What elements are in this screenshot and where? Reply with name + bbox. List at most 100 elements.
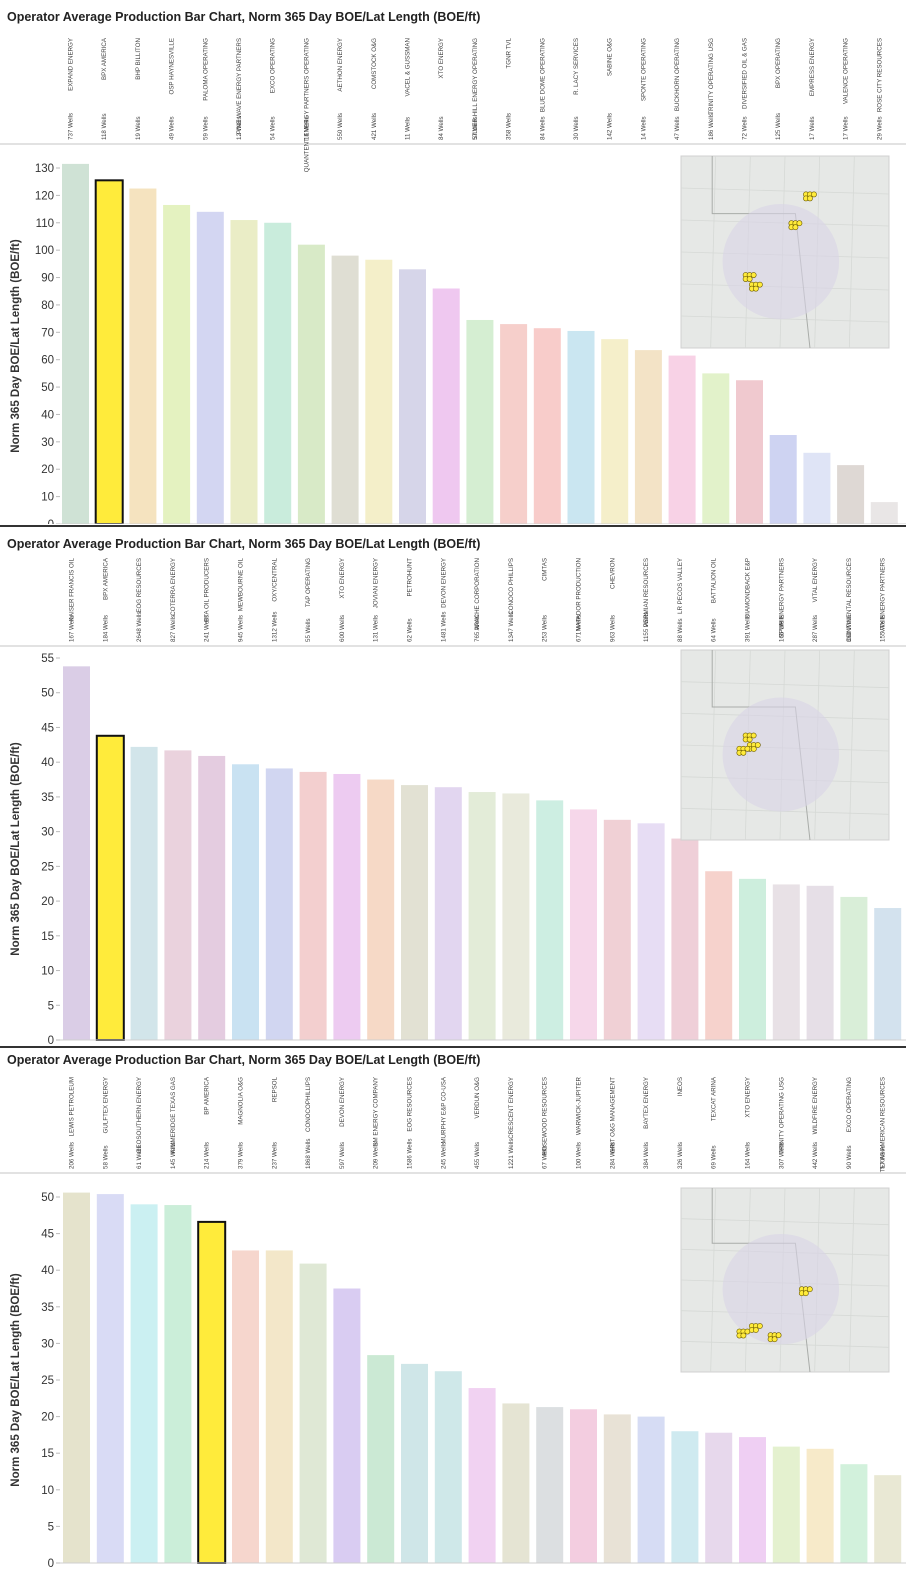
- bar[interactable]: [772, 884, 800, 1040]
- bar[interactable]: [367, 1355, 395, 1563]
- bar[interactable]: [637, 823, 665, 1040]
- bar[interactable]: [601, 339, 629, 524]
- y-tick-label: 5: [48, 1000, 54, 1012]
- bar[interactable]: [702, 373, 730, 524]
- bar[interactable]: [198, 755, 226, 1040]
- bar[interactable]: [870, 502, 898, 524]
- y-tick-label: 0: [48, 1035, 54, 1046]
- bar-highlighted[interactable]: [95, 734, 125, 1041]
- bar[interactable]: [299, 771, 327, 1040]
- bar[interactable]: [500, 324, 528, 524]
- y-tick-label: 10: [41, 1485, 54, 1497]
- bar[interactable]: [502, 1403, 530, 1563]
- operator-label: MAGNOLIA O&G: [238, 1077, 245, 1125]
- bar[interactable]: [299, 1263, 327, 1563]
- operator-label: EXCO OPERATING: [270, 38, 277, 93]
- bar[interactable]: [634, 350, 662, 524]
- bar[interactable]: [434, 787, 462, 1040]
- bar[interactable]: [399, 269, 426, 524]
- bar[interactable]: [96, 1194, 124, 1563]
- bar[interactable]: [705, 1432, 733, 1563]
- map-inset[interactable]: [680, 649, 890, 841]
- operator-label: GULFTEX ENERGY: [102, 1077, 109, 1133]
- bar[interactable]: [772, 1446, 800, 1563]
- bar[interactable]: [163, 204, 191, 524]
- bar[interactable]: [232, 1250, 259, 1563]
- bar[interactable]: [432, 288, 460, 524]
- map-inset[interactable]: [680, 155, 890, 349]
- bar[interactable]: [164, 750, 192, 1040]
- bar[interactable]: [736, 380, 763, 524]
- bar[interactable]: [739, 878, 766, 1040]
- bar[interactable]: [671, 1431, 699, 1563]
- operator-label: BPX OPERATING: [775, 38, 782, 88]
- bar[interactable]: [129, 188, 157, 524]
- bar[interactable]: [840, 1464, 868, 1563]
- bar[interactable]: [739, 1437, 766, 1563]
- map-well-marker: [806, 1286, 813, 1293]
- map-well-marker: [750, 732, 757, 739]
- bar[interactable]: [874, 908, 902, 1040]
- bar[interactable]: [536, 1407, 564, 1563]
- bar[interactable]: [333, 773, 361, 1040]
- bar[interactable]: [265, 768, 293, 1040]
- bar[interactable]: [769, 435, 797, 524]
- bar[interactable]: [671, 838, 699, 1040]
- bar[interactable]: [668, 355, 696, 524]
- bar[interactable]: [502, 793, 530, 1040]
- bar[interactable]: [466, 319, 494, 524]
- well-count-label: 1868 Wells: [305, 1139, 312, 1170]
- map-gridline: [680, 1218, 890, 1226]
- bar[interactable]: [62, 163, 89, 524]
- bar[interactable]: [331, 255, 359, 524]
- bar[interactable]: [130, 746, 158, 1040]
- bar[interactable]: [637, 1416, 665, 1563]
- operator-label: EOG RESOURCES: [407, 1077, 414, 1132]
- well-count-label: 69 Wells: [711, 1145, 718, 1169]
- bar[interactable]: [367, 779, 395, 1040]
- bar[interactable]: [401, 785, 428, 1040]
- bar[interactable]: [705, 871, 733, 1040]
- bar[interactable]: [63, 666, 90, 1040]
- bar[interactable]: [837, 465, 865, 524]
- bar-highlighted[interactable]: [197, 1220, 227, 1564]
- bar[interactable]: [232, 764, 259, 1040]
- map-inset[interactable]: [680, 1187, 890, 1373]
- bar[interactable]: [196, 211, 224, 524]
- well-count-label: 125 Wells: [775, 113, 782, 140]
- map-well-marker: [756, 281, 763, 288]
- bar[interactable]: [264, 222, 292, 524]
- map-gridline: [848, 155, 855, 349]
- bar[interactable]: [806, 885, 834, 1040]
- bar[interactable]: [164, 1205, 192, 1563]
- bar[interactable]: [603, 1414, 631, 1563]
- bar[interactable]: [840, 896, 868, 1040]
- bar[interactable]: [603, 819, 631, 1040]
- bar[interactable]: [365, 259, 393, 524]
- bar[interactable]: [434, 1371, 462, 1563]
- bar[interactable]: [130, 1204, 158, 1563]
- bar[interactable]: [333, 1288, 361, 1564]
- bar[interactable]: [265, 1250, 293, 1563]
- bar[interactable]: [230, 220, 258, 524]
- bar[interactable]: [536, 800, 564, 1040]
- bar[interactable]: [806, 1448, 834, 1563]
- bar[interactable]: [533, 328, 561, 524]
- bar[interactable]: [63, 1192, 90, 1563]
- bar[interactable]: [297, 244, 325, 524]
- map-well-marker: [746, 276, 753, 282]
- well-count-label: 2648 Wells: [136, 612, 143, 643]
- bar[interactable]: [570, 809, 597, 1040]
- bar[interactable]: [468, 1388, 496, 1563]
- bar[interactable]: [468, 792, 496, 1040]
- bar[interactable]: [874, 1475, 902, 1563]
- bar[interactable]: [570, 1409, 597, 1563]
- bar[interactable]: [803, 452, 831, 524]
- well-count-label: 17 Wells: [843, 116, 850, 140]
- y-tick-label: 20: [41, 1412, 54, 1424]
- y-tick-label: 45: [41, 722, 54, 734]
- bar-highlighted[interactable]: [94, 179, 124, 524]
- bar[interactable]: [567, 330, 595, 524]
- bar[interactable]: [401, 1363, 428, 1563]
- well-count-label: 214 Wells: [204, 1142, 211, 1169]
